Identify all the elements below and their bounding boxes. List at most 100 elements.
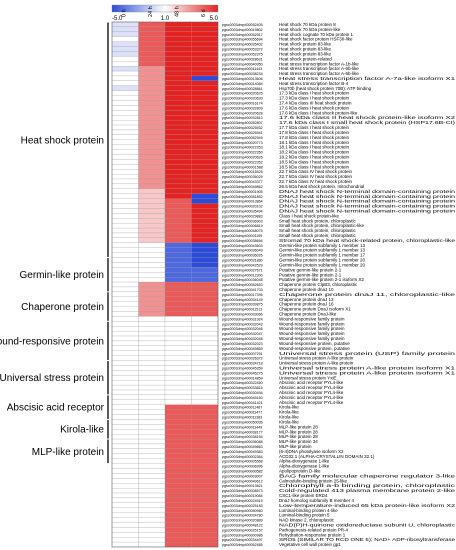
heatmap-cell bbox=[111, 375, 139, 381]
row-gene-id: pgsc0003dmp400019802 bbox=[222, 28, 263, 32]
heatmap-cell bbox=[111, 129, 139, 135]
heatmap-cell bbox=[138, 31, 166, 37]
heatmap-cell bbox=[191, 80, 219, 86]
heatmap-cell bbox=[111, 448, 139, 454]
heatmap-cell bbox=[111, 100, 139, 106]
heatmap-cell bbox=[164, 438, 192, 445]
row-description: Universal stress protein A-like protein bbox=[279, 361, 354, 366]
heatmap-cell bbox=[164, 448, 192, 454]
row-description: MLP-like protein 34 bbox=[279, 439, 318, 444]
row-description: Apolipoprotein D-like bbox=[279, 469, 321, 474]
heatmap-cell bbox=[138, 75, 166, 82]
heatmap-cell bbox=[191, 85, 219, 91]
row-description: Pathogenesis-related protein PR-4 bbox=[279, 527, 349, 532]
heatmap-cell bbox=[111, 473, 139, 479]
heatmap-cell bbox=[164, 178, 192, 185]
heatmap-cell bbox=[164, 129, 192, 135]
row-description: DNAJ heat shock N-terminal domain-contai… bbox=[279, 194, 456, 199]
heatmap-cell bbox=[191, 120, 219, 126]
row-gene-id: pgsc0003dmp400042529 bbox=[222, 263, 263, 267]
row-gene-id: pgsc0003dmp400051852 bbox=[222, 195, 263, 199]
heatmap-cell bbox=[138, 492, 166, 499]
row-gene-id: pgsc0003dmp400006819 bbox=[222, 224, 263, 228]
row-description: DNAJ heat shock N-terminal domain-contai… bbox=[279, 208, 456, 213]
row-description: Universal stress protein A-like protein … bbox=[279, 365, 456, 370]
row-description: ACD32.1 (ALPHA-CRYSTALLIN DOMAIN 32.1) bbox=[279, 454, 375, 459]
group-label: Universal stress protein bbox=[0, 373, 104, 384]
row-description: Heat stress transcription factor A-7a-li… bbox=[279, 76, 456, 81]
heatmap-cell bbox=[111, 242, 139, 248]
colorbar-max-label: 5.0 bbox=[210, 16, 219, 22]
heatmap-cell bbox=[164, 173, 192, 180]
heatmap-cell bbox=[164, 198, 192, 204]
row-description: Heat shock cognate 70 kDa protein 1 bbox=[279, 32, 354, 37]
heatmap-cell bbox=[191, 404, 219, 410]
heatmap-cell bbox=[111, 296, 139, 302]
heatmap-cell bbox=[138, 409, 166, 415]
row-gene-id: pgsc0003dmp400001588 bbox=[222, 165, 263, 169]
heatmap-cell bbox=[164, 380, 192, 386]
heatmap-cell bbox=[164, 321, 192, 327]
heatmap-cell bbox=[164, 370, 192, 376]
heatmap-cell bbox=[164, 75, 192, 82]
heatmap-cell bbox=[138, 56, 166, 62]
heatmap-cell bbox=[191, 321, 219, 327]
heatmap-cell bbox=[138, 267, 166, 273]
row-gene-id: pgsc0003dmp400030494 bbox=[222, 391, 263, 395]
heatmap-cell bbox=[164, 208, 192, 214]
heatmap-cell bbox=[138, 105, 166, 111]
heatmap-cell bbox=[138, 80, 166, 86]
heatmap-cell bbox=[111, 301, 139, 307]
heatmap-cell bbox=[191, 463, 219, 469]
heatmap-cell bbox=[164, 404, 192, 410]
heatmap-cell bbox=[164, 31, 192, 37]
row-description: Universal stress protein A-like protein … bbox=[279, 370, 456, 375]
row-description: 18.2 kDa class I heat shock protein bbox=[279, 155, 350, 160]
colorbar-min-label: -5.0 bbox=[112, 16, 123, 22]
row-description: DNAJ heat shock N-terminal domain-contai… bbox=[279, 189, 456, 194]
heatmap-cell bbox=[111, 203, 139, 209]
heatmap-cell bbox=[191, 429, 219, 435]
row-gene-id: pgsc0003dmp400032810 bbox=[222, 116, 263, 120]
heatmap-cell bbox=[111, 443, 139, 449]
heatmap-cell bbox=[138, 350, 166, 356]
heatmap-cell bbox=[111, 321, 139, 327]
row-description: Kirola-like bbox=[279, 410, 299, 415]
heatmap-cell bbox=[138, 429, 166, 435]
row-gene-id: pgsc0003dmp400034780 bbox=[222, 514, 263, 518]
heatmap-cell bbox=[111, 149, 139, 155]
heatmap-cell bbox=[164, 267, 192, 273]
row-gene-id: pgsc0003dmp400011383 bbox=[222, 416, 262, 420]
row-gene-id: pgsc0003dmp400034718 bbox=[222, 362, 263, 366]
heatmap-cell bbox=[164, 56, 192, 62]
heatmap-cell bbox=[191, 41, 219, 47]
heatmap-cell bbox=[111, 384, 139, 391]
heatmap-cell bbox=[138, 36, 166, 42]
heatmap-cell bbox=[164, 41, 192, 47]
heatmap-cell bbox=[164, 296, 192, 302]
row-description: Germin-like protein subfamily 1 member 1… bbox=[279, 248, 366, 253]
colorbar: -5.0 1.0 5.0 bbox=[111, 4, 219, 22]
heatmap-cell bbox=[138, 144, 166, 150]
heatmap-cell bbox=[164, 277, 192, 283]
row-gene-id: pgsc0003dmp400038177 bbox=[222, 430, 263, 434]
row-gene-id: pgsc0003dmp400032043 bbox=[222, 322, 263, 326]
heatmap-cell bbox=[111, 56, 139, 62]
heatmap-cell bbox=[111, 36, 139, 42]
row-description: Small heat shock protein, chloroplastic bbox=[279, 233, 357, 238]
heatmap-cell bbox=[138, 124, 166, 131]
row-gene-id: pgsc0003dmp400052917 bbox=[222, 33, 263, 37]
heatmap-cell bbox=[111, 169, 139, 175]
heatmap-cell bbox=[191, 541, 219, 548]
row-gene-id: pgsc0003dmp400031880 bbox=[222, 259, 263, 263]
row-gene-id: pgsc0003dmp400032023 bbox=[222, 342, 263, 346]
heatmap-cell bbox=[164, 443, 192, 449]
row-description: Abscisic acid receptor PYL4-like bbox=[279, 395, 344, 400]
heatmap-cell bbox=[164, 537, 192, 543]
heatmap-cell bbox=[111, 517, 139, 523]
heatmap-cell bbox=[191, 483, 219, 489]
row-gene-id: pgsc0003dmp400041421 bbox=[222, 401, 263, 405]
heatmap-cell bbox=[111, 434, 139, 440]
heatmap-cell bbox=[111, 419, 139, 425]
heatmap-cell bbox=[138, 424, 166, 430]
